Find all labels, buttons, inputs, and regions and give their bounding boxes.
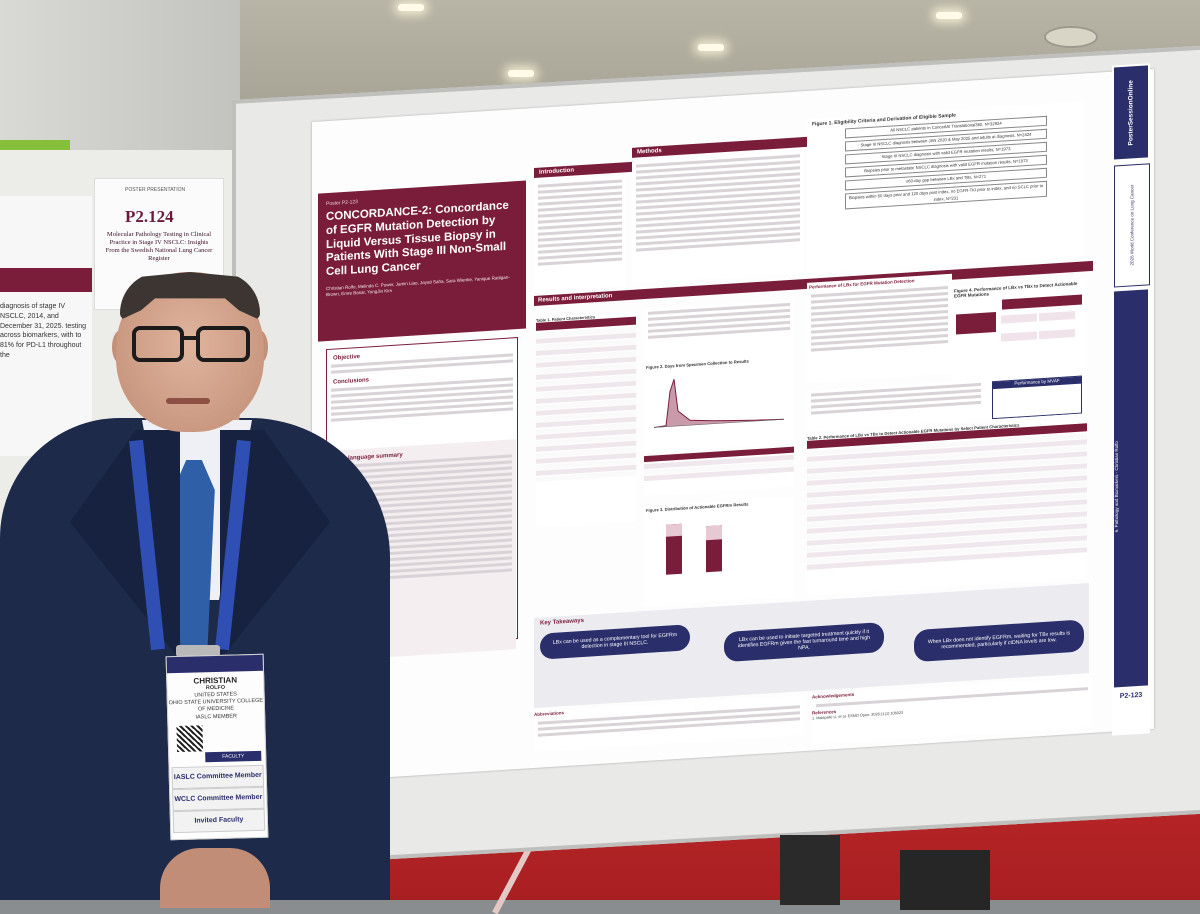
table-1-patient-characteristics: Table 1. Patient Characteristics [536,311,636,528]
mvaf-title: Performance by MVAF [993,376,1081,389]
poster-title: CONCORDANCE-2: Concordance of EGFR Mutat… [326,199,509,279]
name-badge: CHRISTIAN ROLFO UNITED STATES OHIO STATE… [165,653,269,841]
density-curve [653,379,785,429]
figure-2-density-plot [653,379,785,429]
figure-1-flowchart: Figure 1. Eligibility Criteria and Deriv… [807,101,1085,274]
conference-logo: 2026 World Conference on Lung Cancer [1114,163,1150,288]
visitor-legs [780,835,840,905]
methods-text [632,151,804,284]
takeaway-pill: LBx can be used to initiate targeted tre… [724,622,884,663]
badge-membership: IASLC MEMBER [195,713,238,721]
poster-side-strip: PosterSessionOnline 2026 World Conferenc… [1112,63,1150,736]
left-poster-title: Molecular Pathology Testing in Clinical … [105,231,213,263]
ceiling-light [398,4,424,11]
topic-strip: 6. Pathology and Biomarkers - Christian … [1114,289,1148,688]
figure-2-chart: Figure 2. Days from Specimen Collection … [644,353,794,454]
qr-code-icon [176,725,204,752]
left-poster-label: POSTER PRESENTATION [125,187,186,193]
figure-4-row-header [956,311,996,335]
badge-ribbon: Invited Faculty [172,808,266,834]
ceiling-light [698,44,724,51]
glasses-bridge [182,336,198,340]
neighbor-poster-text: diagnosis of stage IV NSCLC, 2014, and D… [0,303,86,359]
poster-session-logo: PosterSessionOnline [1114,65,1148,160]
turnaround-table [644,446,794,497]
mouth [166,398,210,404]
poster-title-block: Poster P2-123 CONCORDANCE-2: Concordance… [318,180,526,342]
figure-3-chart: Figure 3. Distribution of Actionable EGF… [644,496,794,607]
neighbor-poster-bar [0,268,92,292]
figure-3-stacked-bars [666,523,722,575]
left-poster-number: P2.124 [125,207,174,226]
badge-ribbon: IASLC Committee Member [171,764,265,790]
venue-wall [0,0,240,160]
introduction-text [534,176,626,293]
badge-role: FACULTY [205,750,262,763]
bar-segment [666,523,682,537]
mvaf-box: Performance by MVAF [992,375,1082,420]
key-takeaways-heading: Key Takeaways [540,617,584,627]
introduction-heading: Introduction [534,161,634,179]
takeaway-pill: LBx can be used as a complementary tool … [540,624,690,660]
poster-code: P2-123 [1114,691,1148,730]
ceiling-light [936,12,962,19]
ceiling-vent [1044,26,1098,48]
badge-ribbon: WCLC Committee Member [172,786,265,812]
left-neighbor-poster: diagnosis of stage IV NSCLC, 2014, and D… [0,196,92,456]
blue-tie [173,460,215,660]
glasses-icon [132,326,184,362]
visitor-legs [900,850,990,910]
x-axis [654,419,784,428]
ceiling-light [508,70,534,77]
glasses-icon [196,326,250,362]
badge-clip [176,645,220,657]
takeaway-pill: When LBx does not identify EGFRm, waitin… [914,619,1084,663]
performance-text: Performance of LBx for EGFR Mutation Det… [807,273,952,383]
table-2-performance: Table 2. Performance of LBx vs TBx to De… [807,418,1087,596]
badge-header [166,654,264,674]
main-poster: Poster P2-123 CONCORDANCE-2: Concordance… [312,63,1154,782]
hand [160,848,270,908]
bar-segment [706,525,722,541]
